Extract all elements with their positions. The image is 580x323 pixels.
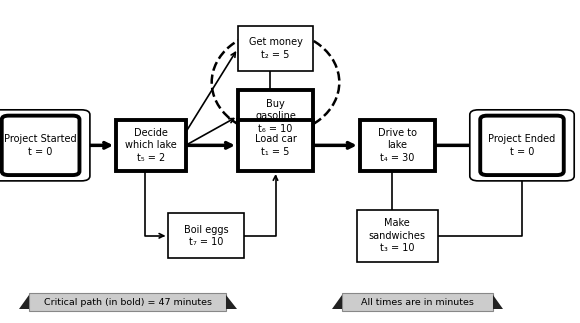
Text: Project Ended
t = 0: Project Ended t = 0 xyxy=(488,134,556,157)
Polygon shape xyxy=(332,295,342,309)
FancyBboxPatch shape xyxy=(0,110,90,181)
Text: All times are in minutes: All times are in minutes xyxy=(361,297,474,307)
FancyBboxPatch shape xyxy=(2,116,79,175)
Text: Decide
which lake
t₅ = 2: Decide which lake t₅ = 2 xyxy=(125,128,177,163)
Text: Buy
gasoline
t₆ = 10: Buy gasoline t₆ = 10 xyxy=(255,99,296,134)
FancyBboxPatch shape xyxy=(168,213,244,258)
Polygon shape xyxy=(342,293,493,311)
Polygon shape xyxy=(19,295,29,309)
Text: Boil eggs
t₇ = 10: Boil eggs t₇ = 10 xyxy=(184,224,228,247)
FancyBboxPatch shape xyxy=(116,120,186,171)
Polygon shape xyxy=(493,295,503,309)
FancyBboxPatch shape xyxy=(470,110,574,181)
FancyBboxPatch shape xyxy=(238,120,313,171)
FancyBboxPatch shape xyxy=(480,116,564,175)
Text: Critical path (in bold) = 47 minutes: Critical path (in bold) = 47 minutes xyxy=(44,297,212,307)
FancyBboxPatch shape xyxy=(357,210,438,262)
Text: Project Started
t = 0: Project Started t = 0 xyxy=(4,134,77,157)
Polygon shape xyxy=(226,295,237,309)
Text: Drive to
lake
t₄ = 30: Drive to lake t₄ = 30 xyxy=(378,128,417,163)
FancyBboxPatch shape xyxy=(238,26,313,71)
Text: Get money
t₂ = 5: Get money t₂ = 5 xyxy=(249,37,302,60)
Text: Make
sandwiches
t₃ = 10: Make sandwiches t₃ = 10 xyxy=(369,218,426,253)
Text: Load car
t₁ = 5: Load car t₁ = 5 xyxy=(255,134,296,157)
FancyBboxPatch shape xyxy=(360,120,435,171)
FancyBboxPatch shape xyxy=(238,90,313,142)
Polygon shape xyxy=(29,293,226,311)
